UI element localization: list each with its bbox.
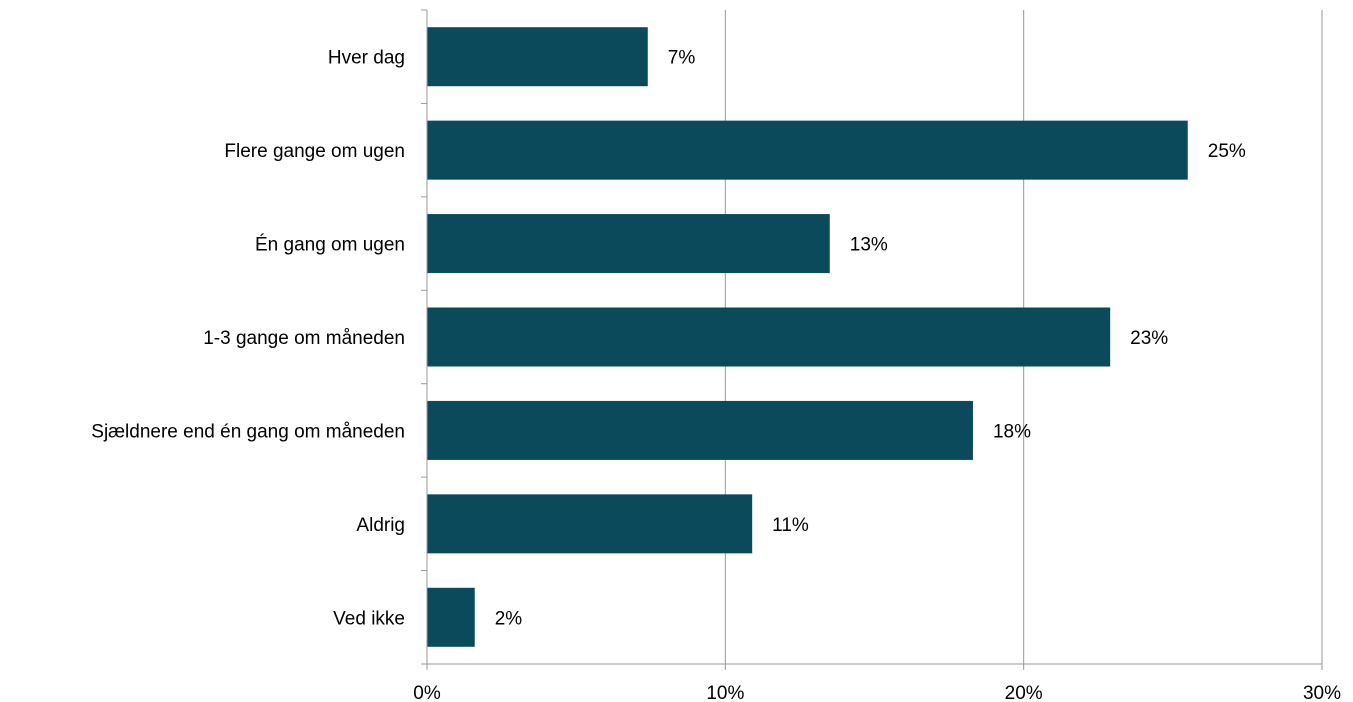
category-labels: Hver dag Flere gange om ugen Én gang om ug… <box>91 48 405 630</box>
bar <box>427 120 1188 180</box>
value-label: 23% <box>1130 328 1168 349</box>
bar <box>427 27 648 87</box>
bar <box>427 307 1111 367</box>
bar <box>427 494 753 554</box>
category-label: 1-3 gange om måneden <box>203 328 405 349</box>
bar <box>427 587 475 647</box>
value-label: 18% <box>993 421 1031 442</box>
category-label: Flere gange om ugen <box>224 141 405 162</box>
category-label: Ved ikke <box>333 608 405 629</box>
x-tick-label: 0% <box>413 683 441 702</box>
category-label: Aldrig <box>356 515 405 536</box>
value-label: 11% <box>772 515 809 536</box>
category-label: Én gang om ugen <box>255 235 405 256</box>
x-tick-label: 10% <box>706 683 744 702</box>
x-tick-label: 20% <box>1005 683 1043 702</box>
bar <box>427 400 973 460</box>
category-label: Sjældnere end én gang om måneden <box>91 421 405 442</box>
category-label: Hver dag <box>328 48 405 69</box>
bar <box>427 214 830 274</box>
value-label: 25% <box>1208 141 1246 162</box>
axes <box>421 9 1323 670</box>
value-label: 13% <box>850 235 888 256</box>
bars <box>427 27 1188 647</box>
value-label: 7% <box>668 48 696 69</box>
x-tick-labels: 0% 10% 20% 30% <box>413 683 1341 702</box>
value-labels: 7% 25% 13% 23% 18% 11% 2% <box>495 48 1246 630</box>
x-tick-label: 30% <box>1303 683 1341 702</box>
value-label: 2% <box>495 608 523 629</box>
